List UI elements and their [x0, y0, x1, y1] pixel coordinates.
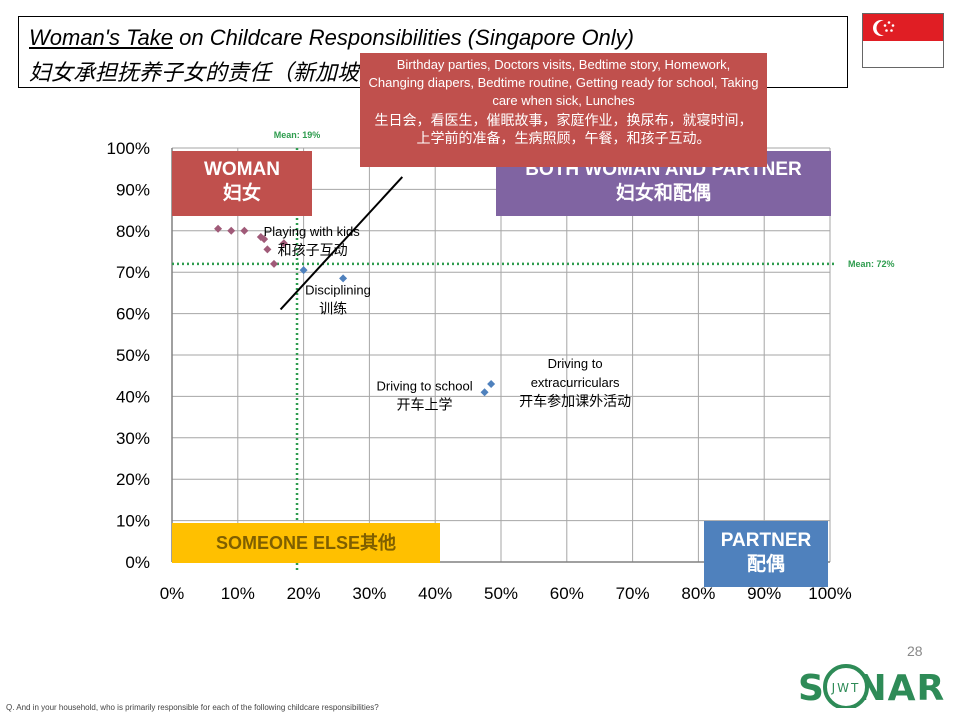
title-rest: on Childcare Responsibilities (Singapore…	[173, 25, 635, 50]
data-point	[269, 259, 278, 268]
data-label-en: Driving to	[548, 356, 603, 371]
x-tick-label: 70%	[616, 584, 650, 603]
mean-x-label: Mean: 19%	[274, 130, 321, 140]
x-tick-label: 90%	[747, 584, 781, 603]
y-tick-label: 40%	[116, 387, 150, 406]
quadrant-partner-label: PARTNER 配偶	[704, 521, 828, 587]
title-underlined: Woman's Take	[29, 25, 173, 50]
annotation-line	[279, 176, 404, 311]
mean-y-label: Mean: 72%	[848, 259, 895, 269]
y-tick-label: 0%	[125, 553, 150, 572]
quadrant-partner-cn: 配偶	[746, 554, 785, 575]
data-point	[487, 379, 496, 388]
quadrant-woman-cn: 妇女	[222, 183, 261, 204]
data-label-en: Playing with kids	[264, 224, 361, 239]
data-point	[480, 388, 489, 397]
survey-question-footnote: Q. And in your household, who is primari…	[6, 703, 379, 712]
quadrant-someone-else-label: SOMEONE ELSE其他	[172, 523, 440, 563]
x-tick-label: 0%	[160, 584, 185, 603]
data-label-en: extracurriculars	[531, 375, 620, 390]
logo-sonar-text: SONAR	[798, 668, 944, 708]
y-tick-label: 50%	[116, 346, 150, 365]
x-tick-label: 100%	[808, 584, 851, 603]
y-tick-label: 100%	[107, 139, 150, 158]
data-point	[299, 266, 308, 275]
sonar-jwt-logo: SONAR JWT	[798, 664, 944, 708]
title-box: Woman's Take on Childcare Responsibiliti…	[18, 16, 848, 88]
data-point	[240, 226, 249, 235]
title-english: Woman's Take on Childcare Responsibiliti…	[29, 25, 634, 51]
callout-english: Birthday parties, Doctors visits, Bedtim…	[368, 57, 759, 108]
x-tick-label: 30%	[352, 584, 386, 603]
x-tick-label: 50%	[484, 584, 518, 603]
quadrant-woman-en: WOMAN	[204, 159, 280, 180]
singapore-flag-icon	[862, 13, 944, 68]
logo-jwt-text: JWT	[831, 681, 861, 695]
data-label-cn: 开车参加课外活动	[519, 393, 631, 409]
data-point	[227, 226, 236, 235]
callout-chinese: 生日会，看医生，催眠故事，家庭作业，换尿布，就寝时间，上学前的准备，生病照顾，午…	[374, 112, 753, 146]
y-tick-label: 20%	[116, 470, 150, 489]
title-chinese: 妇女承担抚养子女的责任（新加坡）	[29, 60, 382, 85]
y-tick-label: 70%	[116, 263, 150, 282]
data-point	[279, 239, 288, 248]
x-tick-label: 40%	[418, 584, 452, 603]
y-tick-label: 60%	[116, 305, 150, 324]
y-tick-label: 30%	[116, 429, 150, 448]
data-label-en: Disciplining	[305, 282, 371, 297]
data-label-cn: 和孩子互动	[278, 242, 348, 258]
y-tick-label: 90%	[116, 180, 150, 199]
x-tick-label: 20%	[287, 584, 321, 603]
data-label-cn: 开车上学	[397, 396, 453, 412]
data-label-cn: 训练	[319, 300, 347, 316]
data-point	[263, 245, 272, 254]
data-point	[214, 224, 223, 233]
quadrant-both-cn: 妇女和配偶	[615, 183, 711, 204]
x-tick-label: 10%	[221, 584, 255, 603]
activities-callout: Birthday parties, Doctors visits, Bedtim…	[360, 53, 767, 167]
quadrant-someone-cn: 其他	[360, 533, 397, 553]
y-tick-label: 80%	[116, 222, 150, 241]
data-point	[339, 274, 348, 283]
x-tick-label: 80%	[681, 584, 715, 603]
page-number: 28	[907, 643, 923, 659]
quadrant-partner-en: PARTNER	[720, 530, 812, 551]
data-label-en: Driving to school	[376, 378, 472, 393]
y-tick-label: 10%	[116, 512, 150, 531]
quadrant-someone-en: SOMEONE ELSE	[215, 533, 361, 553]
x-tick-label: 60%	[550, 584, 584, 603]
data-point	[260, 235, 269, 244]
quadrant-woman-label: WOMAN 妇女	[172, 151, 312, 216]
